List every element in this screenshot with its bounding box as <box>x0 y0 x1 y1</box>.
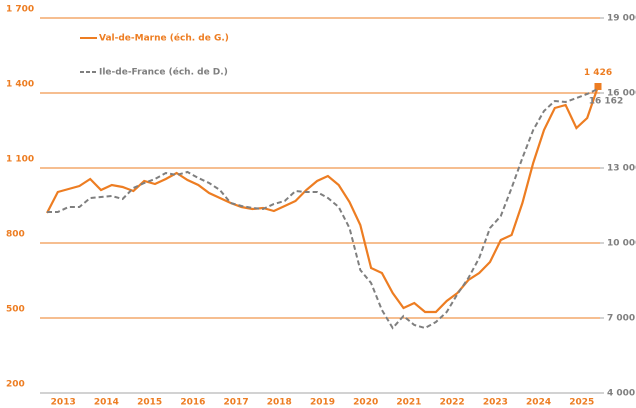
x-tick-label: 2021 <box>396 398 421 408</box>
legend-label: Val-de-Marne (éch. de G.) <box>99 33 229 44</box>
end-marker <box>594 83 602 90</box>
y-tick-label: 200 <box>6 380 25 390</box>
x-tick-label: 2014 <box>94 398 119 408</box>
x-tick-label: 2015 <box>137 398 162 408</box>
x-tick-label: 2024 <box>526 398 551 408</box>
legend-label: Ile-de-France (éch. de D.) <box>99 67 228 78</box>
y2-tick-label: 13 000 <box>607 164 636 174</box>
x-tick-label: 2018 <box>267 398 292 408</box>
series-line <box>46 86 600 314</box>
y-tick-label: 1 400 <box>6 80 34 90</box>
x-tick-label: 2020 <box>353 398 378 408</box>
y-tick-label: 800 <box>6 230 25 240</box>
y2-tick-label: 7 000 <box>607 314 635 324</box>
y2-tick-label: 4 000 <box>607 389 635 399</box>
value-label: 16 162 <box>589 96 623 106</box>
x-tick-label: 2022 <box>440 398 465 408</box>
series-line <box>47 87 599 330</box>
x-tick-label: 2017 <box>224 398 249 408</box>
x-tick-label: 2025 <box>569 398 594 408</box>
x-tick-label: 2016 <box>180 398 205 408</box>
value-label: 1 426 <box>584 68 612 78</box>
y-tick-label: 1 700 <box>6 5 34 15</box>
y-tick-label: 500 <box>6 305 25 315</box>
y2-tick-label: 10 000 <box>607 239 636 249</box>
y2-tick-label: 19 000 <box>607 14 636 24</box>
y2-tick-label: 16 000 <box>607 89 636 99</box>
x-tick-label: 2013 <box>51 398 76 408</box>
x-tick-label: 2023 <box>483 398 508 408</box>
x-tick-label: 2019 <box>310 398 335 408</box>
y-tick-label: 1 100 <box>6 155 34 165</box>
